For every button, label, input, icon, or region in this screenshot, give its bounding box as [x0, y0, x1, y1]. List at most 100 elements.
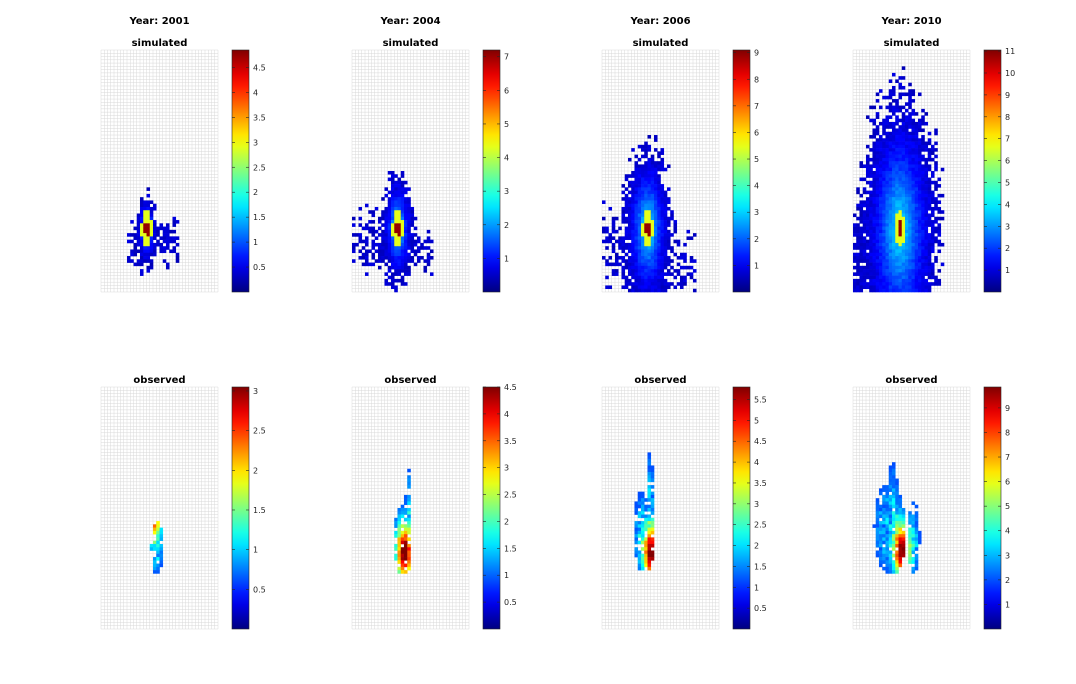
- colorbar-tick-label: 3: [504, 187, 509, 196]
- colorbar-tick-label: 3: [253, 387, 258, 396]
- colorbar-tick-label: 2: [504, 221, 509, 230]
- simulated-heatmap-2004: [351, 49, 470, 293]
- colorbar-tick-label: 5: [754, 416, 759, 425]
- colorbar-tick-label: 8: [1005, 428, 1010, 437]
- colorbar-tick-label: 11: [1005, 47, 1015, 56]
- simulated-colorbar: 1 2 3 4 5 6 7 8 9 10 11: [983, 47, 1015, 293]
- observed-heatmap-2001: [100, 386, 219, 630]
- colorbar-tick-label: 1: [504, 254, 509, 263]
- colorbar-tick-label: 2: [754, 235, 759, 244]
- colorbar-tick-label: 4.5: [504, 383, 517, 392]
- colorbar-tick-label: 2: [1005, 244, 1010, 253]
- observed-heatmap-2004: [351, 386, 470, 630]
- colorbar-tick-label: 4.5: [253, 63, 266, 72]
- colorbar-tick-label: 0.5: [253, 585, 266, 594]
- simulated-colorbar: 1 2 3 4 5 6 7 8 9: [732, 49, 759, 293]
- colorbar-tick-label: 3: [754, 500, 759, 509]
- colorbar-tick-label: 9: [1005, 404, 1010, 413]
- colorbar-tick-label: 3: [253, 138, 258, 147]
- colorbar-tick-label: 1: [253, 546, 258, 555]
- observed-title: observed: [133, 375, 185, 386]
- year-title: Year: 2010: [880, 16, 941, 27]
- year-title: Year: 2004: [379, 16, 440, 27]
- colorbar-tick-label: 2: [253, 188, 258, 197]
- colorbar-tick-label: 3: [1005, 222, 1010, 231]
- simulated-heatmap-2006: [601, 49, 720, 293]
- colorbar-tick-label: 1: [504, 571, 509, 580]
- simulated-title: simulated: [884, 38, 940, 49]
- simulated-title: simulated: [383, 38, 439, 49]
- simulated-title: simulated: [633, 38, 689, 49]
- simulated-colorbar: 1 2 3 4 5 6 7: [482, 49, 509, 293]
- colorbar-tick-label: 5.5: [754, 396, 767, 405]
- colorbar-tick-label: 3: [1005, 551, 1010, 560]
- colorbar-tick-label: 7: [1005, 453, 1010, 462]
- colorbar-tick-label: 1.5: [253, 213, 266, 222]
- observed-title: observed: [885, 375, 937, 386]
- observed-heatmap-2010: [852, 386, 971, 630]
- observed-colorbar: 0.5 1 1.5 2 2.5 3: [231, 386, 266, 630]
- colorbar-tick-label: 0.5: [754, 604, 767, 613]
- colorbar-tick-label: 4.5: [754, 437, 767, 446]
- colorbar-tick-label: 5: [1005, 502, 1010, 511]
- colorbar-tick-label: 7: [1005, 135, 1010, 144]
- observed-colorbar: 1 2 3 4 5 6 7 8 9: [983, 386, 1010, 630]
- year-title: Year: 2006: [629, 16, 690, 27]
- simulated-heatmap-2010: [852, 49, 971, 293]
- colorbar-tick-label: 2.5: [754, 521, 767, 530]
- colorbar-tick-label: 2: [253, 466, 258, 475]
- colorbar-tick-label: 2: [504, 517, 509, 526]
- observed-colorbar: 0.5 1 1.5 2 2.5 3 3.5 4 4.5: [482, 383, 517, 630]
- colorbar-tick-label: 4: [754, 182, 759, 191]
- colorbar-tick-label: 8: [1005, 113, 1010, 122]
- colorbar-tick-label: 10: [1005, 69, 1015, 78]
- colorbar-tick-label: 1: [754, 583, 759, 592]
- colorbar-tick-label: 1: [253, 238, 258, 247]
- colorbar-tick-label: 6: [754, 128, 759, 137]
- colorbar-tick-label: 2.5: [253, 163, 266, 172]
- observed-heatmap-2006: [601, 386, 720, 630]
- colorbar-tick-label: 2: [1005, 576, 1010, 585]
- colorbar-tick-label: 6: [1005, 478, 1010, 487]
- colorbar-tick-label: 6: [1005, 157, 1010, 166]
- colorbar-tick-label: 7: [504, 53, 509, 62]
- colorbar-tick-label: 8: [754, 75, 759, 84]
- colorbar-tick-label: 3: [504, 464, 509, 473]
- colorbar-tick-label: 0.5: [253, 263, 266, 272]
- colorbar-tick-label: 1: [754, 261, 759, 270]
- simulated-colorbar: 0.5 1 1.5 2 2.5 3 3.5 4 4.5: [231, 49, 266, 293]
- colorbar-tick-label: 2: [754, 542, 759, 551]
- colorbar-tick-label: 1.5: [504, 544, 517, 553]
- colorbar-tick-label: 4: [504, 154, 509, 163]
- colorbar-tick-label: 5: [1005, 178, 1010, 187]
- colorbar-tick-label: 9: [754, 49, 759, 58]
- simulated-title: simulated: [132, 38, 188, 49]
- simulated-heatmap-2001: [100, 49, 219, 293]
- observed-colorbar: 0.5 1 1.5 2 2.5 3 3.5 4 4.5 5 5.5: [732, 386, 767, 630]
- colorbar-tick-label: 1.5: [253, 506, 266, 515]
- colorbar-tick-label: 2.5: [253, 427, 266, 436]
- colorbar-tick-label: 4: [754, 458, 759, 467]
- colorbar-tick-label: 7: [754, 102, 759, 111]
- observed-title: observed: [634, 375, 686, 386]
- colorbar-tick-label: 4: [1005, 200, 1010, 209]
- colorbar-tick-label: 1: [1005, 600, 1010, 609]
- colorbar-tick-label: 4: [504, 410, 509, 419]
- colorbar-tick-label: 3.5: [253, 113, 266, 122]
- colorbar-tick-label: 5: [754, 155, 759, 164]
- colorbar-tick-label: 4: [253, 88, 258, 97]
- observed-title: observed: [384, 375, 436, 386]
- year-title: Year: 2001: [128, 16, 189, 27]
- colorbar-tick-label: 5: [504, 120, 509, 129]
- colorbar-tick-label: 4: [1005, 527, 1010, 536]
- colorbar-tick-label: 0.5: [504, 598, 517, 607]
- colorbar-tick-label: 6: [504, 86, 509, 95]
- colorbar-tick-label: 3.5: [754, 479, 767, 488]
- colorbar-tick-label: 3.5: [504, 437, 517, 446]
- colorbar-tick-label: 1: [1005, 266, 1010, 275]
- colorbar-tick-label: 2.5: [504, 491, 517, 500]
- colorbar-tick-label: 1.5: [754, 562, 767, 571]
- colorbar-tick-label: 3: [754, 208, 759, 217]
- colorbar-tick-label: 9: [1005, 91, 1010, 100]
